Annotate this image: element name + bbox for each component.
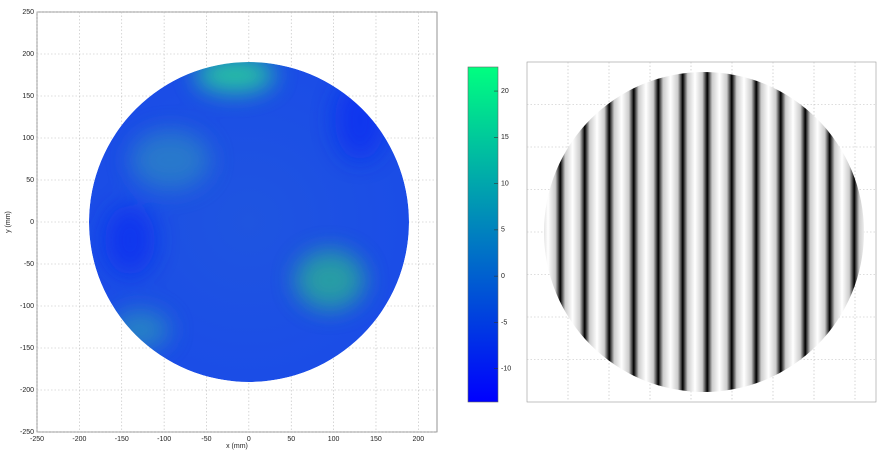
y-tick-label: -150 xyxy=(20,345,34,352)
colorbar-tick-label: 15 xyxy=(501,134,509,141)
colorbar-tick-label: -10 xyxy=(501,366,511,373)
y-tick-label: -100 xyxy=(20,303,34,310)
x-tick-label: 100 xyxy=(328,436,340,443)
x-axis-label: x (mm) xyxy=(226,443,248,450)
y-tick-label: 250 xyxy=(22,9,34,16)
colorbar-tick-label: 20 xyxy=(501,88,509,95)
y-tick-label: -50 xyxy=(24,261,34,268)
colorbar-tick-label: 0 xyxy=(501,273,505,280)
y-tick-label: 100 xyxy=(22,135,34,142)
y-tick-label: -200 xyxy=(20,387,34,394)
x-tick-label: 50 xyxy=(287,436,295,443)
colorbar-tick-label: -5 xyxy=(501,319,507,326)
y-tick-label: -250 xyxy=(20,429,34,436)
colorbar-tick-label: 10 xyxy=(501,180,509,187)
colorbar-tick-label: 5 xyxy=(501,227,505,234)
y-tick-label: 50 xyxy=(26,177,34,184)
x-tick-label: 200 xyxy=(413,436,425,443)
y-axis-label: y (mm) xyxy=(5,211,12,233)
y-tick-label: 200 xyxy=(22,51,34,58)
fringe-pattern xyxy=(544,72,864,392)
y-tick-label: 0 xyxy=(30,219,34,226)
y-tick-label: 150 xyxy=(22,93,34,100)
x-tick-label: -100 xyxy=(157,436,171,443)
x-tick-label: -200 xyxy=(72,436,86,443)
x-tick-label: 150 xyxy=(370,436,382,443)
x-tick-label: -150 xyxy=(115,436,129,443)
colorbar xyxy=(467,66,499,403)
x-tick-label: -250 xyxy=(30,436,44,443)
surface-map xyxy=(89,62,409,382)
x-tick-label: -50 xyxy=(201,436,211,443)
x-tick-label: 0 xyxy=(247,436,251,443)
